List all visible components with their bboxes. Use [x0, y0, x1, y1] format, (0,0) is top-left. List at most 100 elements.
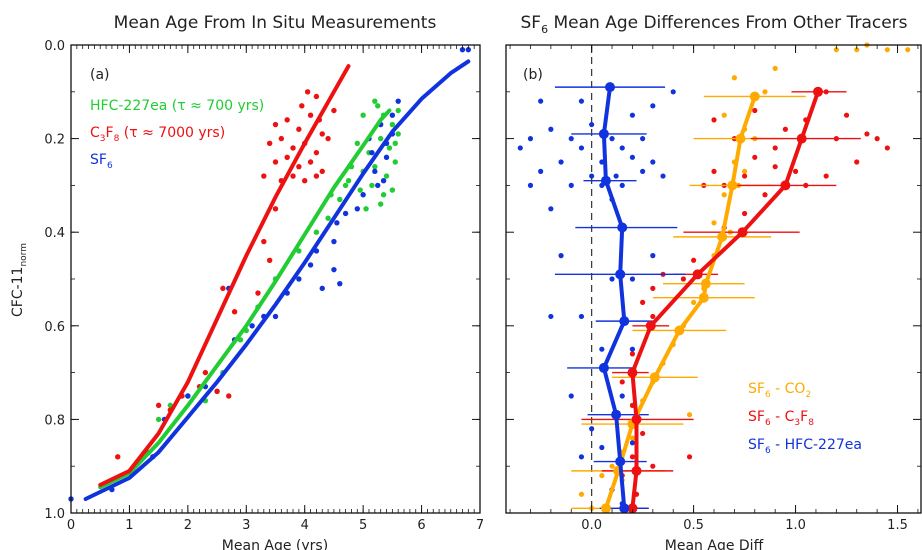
panel-b-sf6-hfc-227ea-point-2 [548, 126, 554, 132]
panel-a-c3f8-point-2 [296, 126, 302, 132]
panel-a-hfc-227ea-point-20 [337, 196, 343, 203]
panel-b-sf6-c3f8-point-18 [864, 131, 870, 137]
panel-b-sf6-hfc-227ea-point-37 [619, 393, 625, 399]
panel-b-sf6-c3f8-mean-point-0 [813, 86, 823, 97]
panel-b-sf6-co2-point-25 [686, 412, 693, 418]
panel-a-c3f8-point-13 [284, 154, 290, 161]
panel-a-hfc-227ea-point-39 [345, 178, 352, 184]
panel-a-hfc-227ea-point-12 [372, 163, 378, 170]
panel-b-sf6-hfc-227ea-point-44 [670, 89, 676, 95]
panel-b-label: (b) [523, 67, 543, 83]
panel-a-label: (a) [90, 67, 110, 83]
panel-b-sf6-hfc-227ea-point-34 [629, 346, 636, 352]
panel-a-legend-entry-2: SF6 [90, 152, 113, 171]
panel-b-sf6-hfc-227ea-point-13 [640, 168, 646, 174]
panel-b-sf6-c3f8-point-25 [680, 276, 687, 282]
panel-a-c3f8-point-16 [319, 168, 325, 175]
panel-a-c3f8-point-26 [272, 206, 279, 212]
panel-a-hfc-227ea-point-38 [392, 140, 398, 146]
panel-a-mean-age: Mean Age From In Situ Measurements (a) 0… [10, 13, 484, 550]
panel-b-sf6-hfc-227ea-point-11 [619, 145, 625, 151]
panel-b-x-tick-label-0: 0.0 [581, 518, 602, 533]
panel-a-c3f8-point-11 [325, 135, 331, 142]
panel-a-hfc-227ea-point-16 [357, 187, 363, 193]
panel-b-sf6-hfc-227ea-point-39 [578, 454, 585, 460]
panel-a-legend-entry-1: C3F8 (τ ≈ 7000 yrs) [90, 125, 225, 144]
panel-b-sf6-hfc-227ea-point-10 [609, 136, 615, 142]
panel-a-sf6-point-15 [307, 262, 314, 268]
panel-a-sf6-point-10 [354, 206, 360, 212]
panel-b-legend-entry-0: SF6 - CO2 [748, 381, 811, 400]
panel-a-sf6-point-35 [369, 149, 375, 156]
panel-b-sf6-hfc-227ea-mean-point-6 [598, 362, 609, 373]
panel-b-sf6-hfc-227ea-mean-point-9 [619, 503, 630, 514]
panel-b-sf6-c3f8-mean-point-3 [737, 227, 748, 238]
panel-a-hfc-227ea-point-14 [392, 159, 398, 165]
panel-b-sf6-c3f8-point-12 [711, 117, 717, 123]
panel-b-x-tick-label-1: 0.5 [683, 518, 704, 533]
panel-a-hfc-227ea-point-7 [377, 135, 384, 142]
panel-a-hfc-227ea-point-8 [386, 145, 393, 151]
panel-b-title: SF6 Mean Age Differences From Other Trac… [520, 13, 907, 36]
panel-b-sf6-c3f8-mean-point-4 [692, 269, 703, 280]
panel-b-sf6-co2-point-15 [711, 220, 717, 226]
panel-b-sf6-c3f8-point-13 [752, 107, 758, 114]
panel-a-hfc-227ea-point-15 [342, 182, 349, 189]
panel-a-c3f8-point-5 [331, 107, 337, 114]
panel-b-x-tick-label-2: 1.0 [785, 518, 806, 533]
panel-b-sf6-c3f8-point-6 [772, 164, 778, 170]
panel-b-sf6-hfc-227ea-point-12 [629, 154, 636, 160]
panel-b-sf6-hfc-227ea-point-35 [599, 346, 605, 352]
panel-a-hfc-227ea-point-22 [377, 201, 384, 207]
panel-b-sf6-co2-point-3 [833, 47, 839, 53]
panel-b-sf6-co2-point-13 [721, 192, 727, 198]
panel-b-sf6-hfc-227ea-point-8 [568, 182, 574, 188]
panel-a-sf6-point-16 [319, 285, 325, 292]
panel-a-title: Mean Age From In Situ Measurements [114, 13, 437, 33]
panel-a-sf6-point-5 [383, 154, 390, 161]
panel-a-x-tick-label-6: 6 [417, 518, 425, 533]
panel-a-y-tick-label-4: 0.8 [44, 413, 65, 428]
panel-b-sf6-hfc-227ea-point-29 [558, 253, 564, 259]
panel-a-c3f8-point-40 [214, 388, 220, 395]
panel-a-x-tick-label-7: 7 [476, 518, 484, 533]
panel-b-sf6-hfc-227ea-point-17 [650, 103, 656, 109]
panel-b-sf6-c3f8-mean-point-8 [631, 465, 642, 476]
panel-a-x-tick-label-4: 4 [301, 518, 309, 533]
panel-a-sf6-point-9 [375, 182, 381, 189]
panel-b-sf6-c3f8-point-10 [711, 168, 717, 174]
panel-b-sf6-hfc-227ea-mean-point-1 [598, 128, 609, 139]
panel-b-sf6-c3f8-point-0 [843, 112, 850, 118]
panel-b-sf6-hfc-227ea-point-32 [578, 313, 585, 320]
panel-a-hfc-227ea-point-23 [325, 215, 331, 221]
panel-b-sf6-hfc-227ea-point-38 [589, 426, 595, 432]
panel-a-c3f8-point-27 [261, 238, 267, 245]
panel-a-c3f8-point-12 [272, 159, 279, 165]
panel-b-sf6-co2-mean-point-4 [700, 278, 711, 289]
panel-b-sf6-co2-mean-point-7 [649, 372, 660, 383]
panel-a-c3f8-point-29 [255, 290, 261, 296]
panel-a-y-tick-label-0: 0.0 [44, 39, 65, 54]
panel-b-sf6-hfc-227ea-point-14 [650, 159, 656, 165]
panel-a-hfc-227ea-point-21 [363, 206, 369, 212]
panel-b-sf6-hfc-227ea-point-24 [548, 206, 554, 212]
panel-a-sf6-point-6 [372, 168, 378, 175]
panel-a-sf6-fit-line [83, 59, 471, 501]
panel-b-sf6-c3f8-point-2 [884, 145, 890, 151]
panel-a-sf6-point-20 [395, 98, 401, 104]
panel-a-legend: HFC-227ea (τ ≈ 700 yrs) C3F8 (τ ≈ 7000 yr… [90, 98, 264, 171]
panel-a-x-tick-label-3: 3 [242, 518, 250, 533]
panel-a-c3f8-point-36 [155, 402, 162, 409]
panel-b-sf6-co2-point-8 [721, 112, 727, 118]
panel-a-hfc-227ea-point-17 [369, 182, 375, 189]
panel-a-c3f8-point-14 [296, 163, 302, 170]
panel-b-sf6-co2-point-5 [884, 47, 890, 53]
panel-a-hfc-227ea-point-9 [395, 131, 401, 137]
panel-b-sf6-hfc-227ea-mean-point-8 [615, 456, 626, 467]
panel-a-y-tick-label-5: 1.0 [44, 507, 65, 522]
panel-a-sf6-point-24 [249, 323, 255, 329]
panel-a-sf6-point-7 [380, 178, 387, 184]
panel-a-hfc-227ea-point-19 [389, 187, 396, 193]
panel-b-sf6-co2-point-29 [599, 472, 605, 479]
panel-b-sf6-hfc-227ea-point-22 [619, 182, 625, 188]
